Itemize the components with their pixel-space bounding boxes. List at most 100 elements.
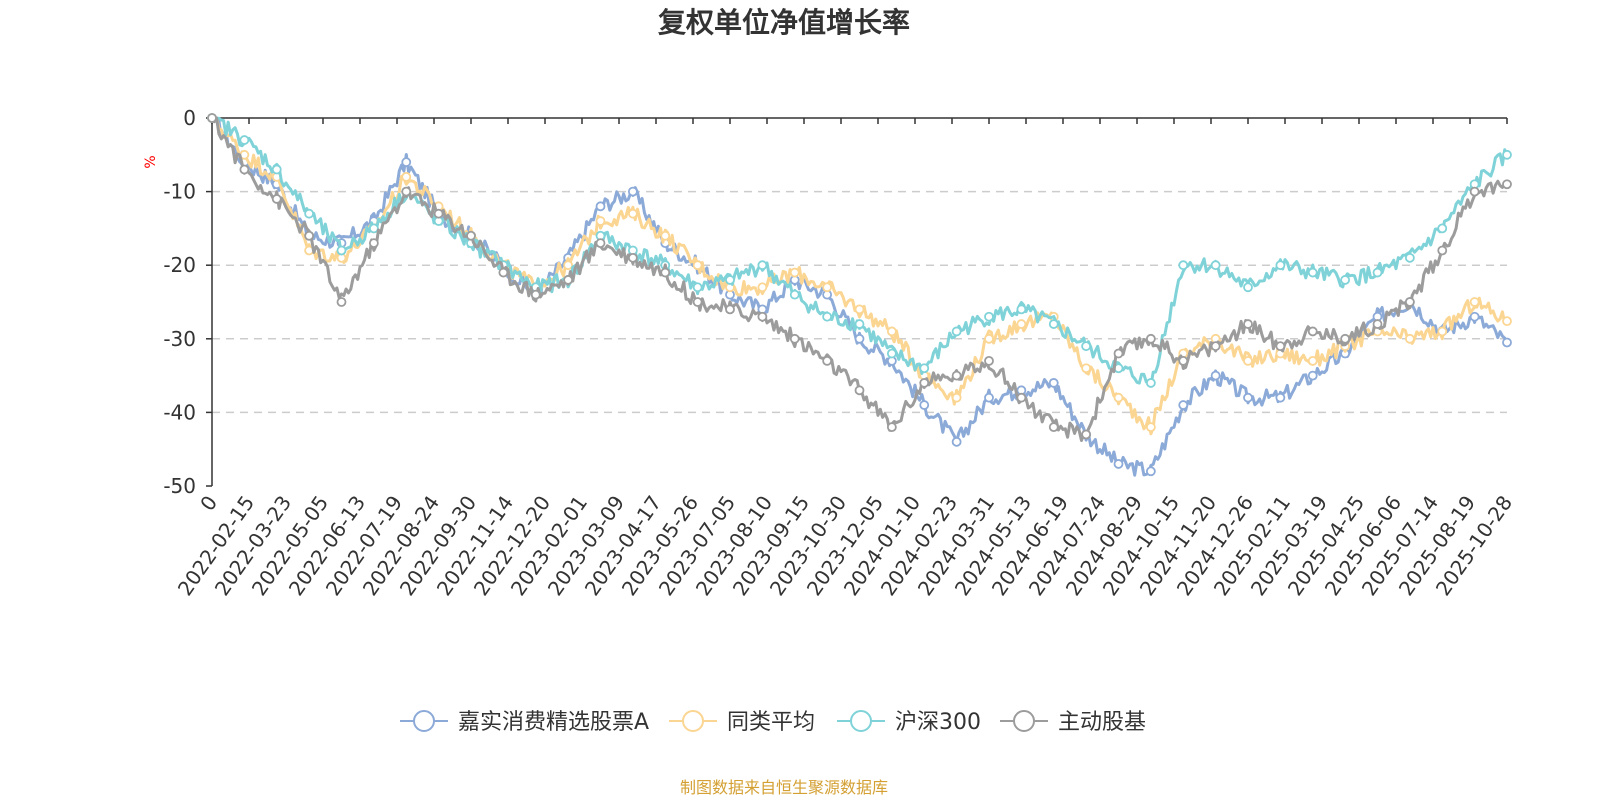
series-point [1145, 466, 1156, 477]
series-point [563, 260, 574, 271]
series-point [271, 194, 282, 204]
series-point [1048, 378, 1059, 388]
series-point [1404, 297, 1415, 307]
series-point [951, 370, 962, 381]
legend-item[interactable]: 沪深300 [837, 710, 981, 735]
series-point [757, 311, 768, 322]
series-point [401, 157, 412, 168]
series-point [1048, 319, 1059, 329]
series-point [757, 282, 768, 293]
series-point [207, 113, 217, 123]
series-point [951, 326, 962, 337]
y-tick-label: -20 [163, 253, 196, 277]
series-point [1502, 179, 1512, 190]
series-point [789, 267, 800, 278]
series-point [1372, 267, 1383, 278]
series-point [1243, 355, 1253, 366]
series-point [239, 164, 250, 175]
x-tick-labels: 02022-02-152022-03-232022-05-052022-06-1… [173, 491, 1517, 600]
series-point [239, 135, 250, 145]
series-point [498, 267, 509, 278]
series-point [854, 319, 865, 329]
series-point [563, 275, 574, 285]
series-point [1016, 392, 1027, 403]
series-point [886, 348, 897, 359]
y-tick-label: -10 [163, 180, 196, 204]
series-point [1307, 267, 1318, 278]
series-point [1307, 326, 1318, 337]
series-point [1502, 316, 1512, 327]
series-point [627, 208, 638, 219]
series-point [1502, 149, 1512, 160]
series-point [692, 282, 703, 293]
series-point [1081, 341, 1092, 352]
series-point [1145, 378, 1156, 388]
series-point [627, 186, 638, 197]
series-point [1243, 319, 1253, 329]
series-point [1372, 319, 1383, 329]
series-point [1210, 370, 1221, 381]
series-line [210, 116, 1508, 436]
series-point [271, 164, 282, 175]
series-point [530, 289, 541, 300]
y-tick-label: 0 [183, 106, 196, 130]
series-point [692, 297, 703, 307]
series-point [919, 400, 930, 410]
series-point [919, 363, 930, 374]
series-point [1404, 333, 1415, 344]
series-point [886, 422, 897, 433]
series-point [822, 355, 833, 366]
series-point [336, 245, 347, 256]
series-point [1210, 260, 1221, 271]
series-point [1469, 186, 1480, 197]
series-point [401, 186, 412, 197]
series-point [919, 378, 930, 388]
series-point [433, 208, 444, 219]
series-point [368, 223, 379, 234]
series-point [1145, 333, 1156, 344]
series-point [466, 230, 476, 241]
legend-item[interactable]: 主动股基 [1000, 710, 1146, 735]
legend-label: 主动股基 [1058, 710, 1146, 735]
legend-label: 同类平均 [727, 710, 815, 735]
series-point [1016, 319, 1027, 329]
legend-marker [413, 710, 435, 732]
series-point [951, 392, 962, 403]
series-point [660, 267, 671, 278]
series-point [595, 216, 606, 226]
series-point [725, 304, 735, 315]
series-point [692, 260, 703, 271]
series-point [854, 385, 865, 396]
legend-marker [1013, 710, 1035, 732]
series-point [1275, 392, 1286, 403]
series-point [1307, 355, 1318, 366]
legend-label: 嘉实消费精选股票A [458, 710, 649, 735]
series-point [1307, 370, 1318, 381]
legend-item[interactable]: 同类平均 [669, 710, 815, 735]
axis-layer [206, 117, 1508, 487]
series-point [1081, 429, 1092, 440]
series-point [1113, 348, 1124, 359]
legend-label: 沪深300 [895, 710, 981, 735]
y-tick-label: -40 [163, 400, 196, 424]
series-point [822, 282, 833, 293]
series-point [725, 275, 735, 285]
series-point [1404, 252, 1415, 263]
series-point [660, 230, 671, 241]
y-tick-label: -50 [163, 474, 196, 498]
series-point [789, 333, 800, 344]
series-point [1178, 355, 1189, 366]
chart-title: 复权单位净值增长率 [658, 6, 910, 39]
series-point [401, 171, 412, 182]
series-point [1502, 337, 1512, 348]
series-point [984, 311, 994, 322]
series-point [1437, 326, 1448, 337]
legend-item[interactable]: 嘉实消费精选股票A [400, 710, 649, 735]
series-point [1178, 400, 1189, 410]
series-point [1275, 260, 1286, 271]
series-point [1340, 275, 1351, 285]
series-point [304, 230, 315, 241]
series-point [822, 311, 833, 322]
y-tick-label: -30 [163, 327, 196, 351]
series-point [1437, 245, 1448, 256]
